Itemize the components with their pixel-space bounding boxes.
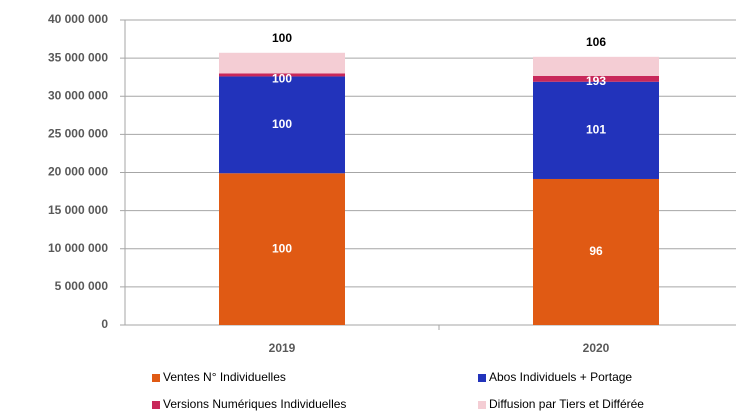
y-tick-label: 25 000 000 (48, 127, 108, 141)
legend-swatch (478, 374, 486, 382)
y-tick-label: 15 000 000 (48, 203, 108, 217)
legend-label: Ventes N° Individuelles (163, 370, 286, 384)
legend-swatch (152, 374, 160, 382)
y-tick-label: 10 000 000 (48, 241, 108, 255)
bar-segment (533, 75, 659, 82)
segment-label: 100 (272, 72, 292, 86)
bar-segment (533, 178, 659, 325)
segment-label: 101 (586, 123, 606, 137)
legend-swatch (152, 401, 160, 409)
y-tick-label: 35 000 000 (48, 50, 108, 64)
y-tick-label: 0 (101, 317, 108, 331)
segment-label: 96 (589, 244, 603, 258)
bar-segment (533, 81, 659, 179)
segment-label: 100 (272, 117, 292, 131)
x-tick-label: 2020 (583, 341, 610, 355)
y-tick-label: 20 000 000 (48, 165, 108, 179)
total-label: 106 (586, 35, 606, 49)
y-tick-label: 30 000 000 (48, 88, 108, 102)
bar-segment (219, 173, 345, 325)
legend-label: Diffusion par Tiers et Différée (489, 397, 644, 411)
segment-label: 100 (272, 241, 292, 255)
bar-segment (533, 56, 659, 76)
y-tick-label: 5 000 000 (55, 279, 109, 293)
total-label: 100 (272, 31, 292, 45)
x-tick-label: 2019 (269, 341, 296, 355)
bar-segment (219, 52, 345, 74)
bar-segment (219, 76, 345, 174)
bar-segment (219, 73, 345, 77)
legend-label: Versions Numériques Individuelles (163, 397, 346, 411)
segment-label: 193 (586, 74, 606, 88)
y-tick-label: 40 000 000 (48, 12, 108, 26)
legend-label: Abos Individuels + Portage (489, 370, 632, 384)
legend-swatch (478, 401, 486, 409)
